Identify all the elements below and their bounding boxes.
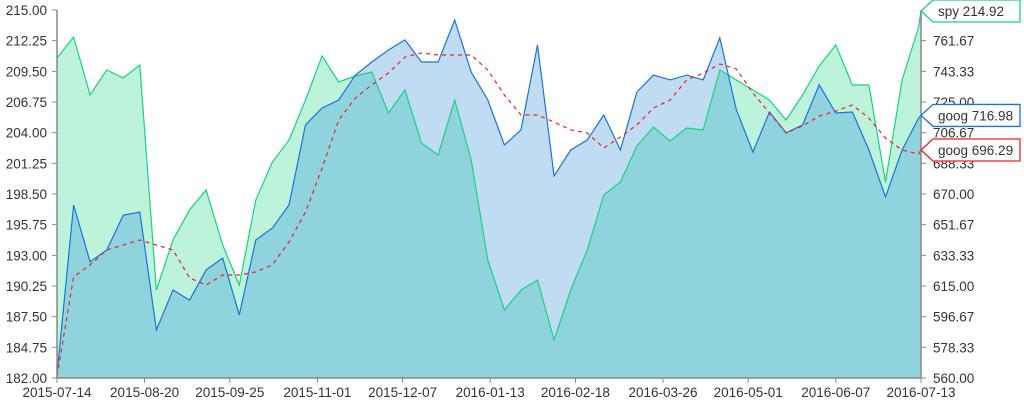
x-tick-label: 2016-05-01 xyxy=(714,385,783,400)
left-tick-label: 209.50 xyxy=(6,64,47,79)
x-tick-label: 2015-09-25 xyxy=(195,385,264,400)
left-tick-label: 215.00 xyxy=(6,3,47,18)
right-tick-label: 560.00 xyxy=(933,371,974,386)
overlap-area xyxy=(57,20,921,378)
left-tick-label: 198.50 xyxy=(6,187,47,202)
right-tick-label: 651.67 xyxy=(933,218,974,233)
left-tick-label: 187.50 xyxy=(6,310,47,325)
x-tick-label: 2015-11-01 xyxy=(283,385,351,400)
right-tick-label: 761.67 xyxy=(933,34,974,49)
goog-moving-average-line xyxy=(56,52,922,377)
last-value-tag xyxy=(920,0,1021,23)
right-tick-label: 596.67 xyxy=(933,310,974,325)
left-tick-label: 190.25 xyxy=(6,279,47,294)
last-value-tag xyxy=(920,103,1021,128)
left-tick-label: 193.00 xyxy=(6,248,47,263)
right-tick-label: 633.33 xyxy=(933,248,974,263)
left-tick-label: 184.75 xyxy=(6,340,47,355)
right-tick-label: 706.67 xyxy=(933,126,974,141)
left-tick-label: 212.25 xyxy=(6,34,47,49)
left-tick-label: 195.75 xyxy=(6,218,47,233)
left-tick-label: 206.75 xyxy=(6,95,47,110)
last-value-tag-text: goog 696.29 xyxy=(938,143,1013,158)
last-value-labels: spy 214.92 goog 716.98 goog 696.29 xyxy=(920,0,1021,162)
x-tick-label: 2015-12-07 xyxy=(368,385,437,400)
x-tick-label: 2016-07-13 xyxy=(886,385,955,400)
right-tick-label: 743.33 xyxy=(933,64,974,79)
goog-line xyxy=(56,18,922,375)
x-tick-label: 2016-06-07 xyxy=(801,385,870,400)
left-tick-label: 204.00 xyxy=(6,126,47,141)
left-tick-label: 182.00 xyxy=(6,371,47,386)
x-tick-label: 2016-01-13 xyxy=(456,385,525,400)
x-tick-label: 2015-08-20 xyxy=(110,385,179,400)
last-value-tag-text: spy 214.92 xyxy=(938,4,1004,19)
right-tick-label: 578.33 xyxy=(933,340,974,355)
last-value-tag xyxy=(920,138,1021,162)
x-tick-label: 2016-02-18 xyxy=(541,385,610,400)
right-tick-label: 615.00 xyxy=(933,279,974,294)
x-tick-label: 2015-07-14 xyxy=(22,385,92,400)
left-tick-label: 201.25 xyxy=(6,156,47,171)
x-tick-label: 2016-03-26 xyxy=(628,385,697,400)
right-tick-label: 670.00 xyxy=(933,187,974,202)
spy-line xyxy=(56,10,922,343)
axes: 182.00 184.75 187.50 190.25 193.00 195.75 198.… xyxy=(6,3,975,400)
last-value-tag-text: goog 716.98 xyxy=(938,108,1013,123)
plot-area xyxy=(56,10,922,379)
